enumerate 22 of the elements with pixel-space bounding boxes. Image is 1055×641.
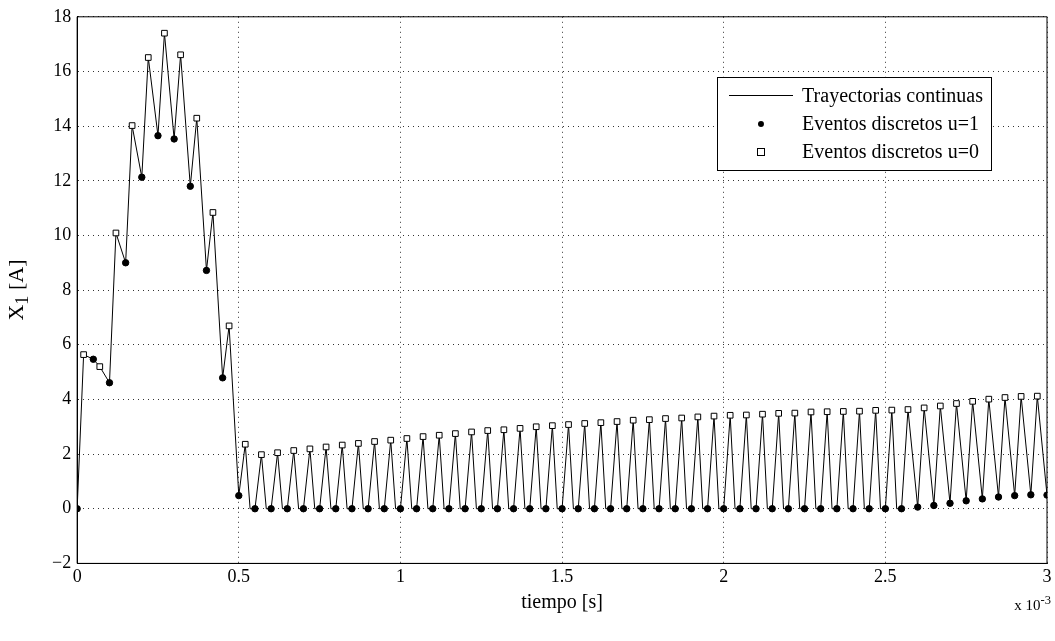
- text: x 10$^{-3}$: [1014, 593, 1051, 615]
- y-tick-label: 0: [62, 497, 72, 518]
- x-tick-label: 2: [719, 565, 729, 586]
- y-tick-label: 18: [53, 5, 72, 26]
- x-tick-label: 3: [1042, 565, 1052, 586]
- y-tick-label: 16: [53, 60, 72, 81]
- x-tick-label: 0.5: [227, 565, 251, 586]
- x-tick-label: 1: [395, 565, 405, 586]
- y-tick-label: −2: [52, 552, 72, 573]
- y-tick-label: 8: [62, 278, 72, 299]
- x-tick-label: 2.5: [874, 565, 897, 586]
- x-tick-label: 1.5: [550, 565, 574, 586]
- legend-label: Eventos discretos u=0: [802, 140, 979, 164]
- y-tick-label: 14: [53, 114, 72, 135]
- y-tick-label: 6: [62, 333, 72, 354]
- y-tick-label: 10: [53, 224, 72, 245]
- y-tick-label: 2: [62, 442, 72, 463]
- legend-label: Eventos discretos u=1: [802, 112, 979, 136]
- y-tick-label: 12: [53, 169, 72, 190]
- legend-label: Trayectorias continuas: [802, 84, 983, 108]
- y-tick-label: 4: [62, 388, 72, 409]
- x-axis-title: tiempo [s]: [521, 590, 603, 614]
